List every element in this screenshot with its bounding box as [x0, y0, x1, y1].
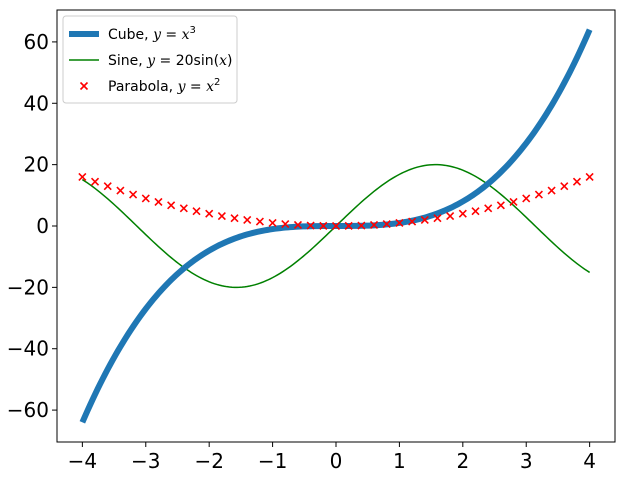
series-layer	[78, 28, 594, 424]
legend-label-sine-prefix: Sine,	[108, 53, 147, 69]
legend-label-cube-prefix: Cube,	[108, 27, 153, 43]
parabola-marker	[230, 214, 239, 223]
parabola-marker	[293, 220, 303, 229]
parabola-marker	[433, 214, 442, 223]
legend-parabola-marker	[79, 81, 89, 91]
legend-label-parabola-var: y	[177, 79, 187, 95]
x-tick-label: 4	[583, 449, 596, 473]
parabola-marker	[281, 219, 290, 229]
y-tick-label: 0	[36, 214, 49, 238]
legend-label-sine-var: y	[146, 53, 156, 69]
legend-label-cube-var: y	[152, 27, 162, 43]
parabola-marker	[205, 209, 214, 218]
parabola-marker	[408, 217, 417, 226]
x-tick-label: −3	[131, 449, 160, 473]
parabola-marker	[129, 190, 138, 199]
parabola-marker	[420, 215, 429, 225]
x-tick-label: 2	[456, 449, 469, 473]
parabola-marker	[522, 194, 531, 203]
legend-label-parabola-prefix: Parabola,	[108, 79, 178, 95]
legend-box	[62, 15, 238, 104]
x-tick-label: −1	[258, 449, 287, 473]
x-axis: −4 −3 −2 −1 0 1 2 3 4	[68, 442, 596, 473]
parabola-marker	[243, 215, 252, 225]
y-tick-label: −40	[7, 337, 49, 361]
legend-swatch-parabola	[79, 81, 89, 91]
parabola-marker	[534, 190, 543, 199]
y-tick-label: −20	[7, 275, 49, 299]
x-tick-label: −4	[68, 449, 97, 473]
parabola-marker	[560, 182, 569, 191]
y-tick-label: −60	[7, 398, 49, 422]
parabola-marker	[547, 186, 556, 195]
legend-label-parabola-eq: =	[185, 79, 206, 95]
parabola-marker	[217, 211, 226, 221]
parabola-marker	[382, 219, 391, 229]
y-axis: −60 −40 −20 0 20 40 60	[7, 30, 57, 422]
x-tick-label: 1	[393, 449, 406, 473]
x-tick-label: −2	[194, 449, 223, 473]
legend-label-parabola: Parabola, y = x2	[108, 77, 220, 95]
parabola-marker	[344, 221, 353, 230]
legend-label-sine-eq: = 20sin(	[155, 53, 219, 69]
parabola-marker	[446, 211, 455, 221]
legend-label-parabola-sup: 2	[214, 77, 220, 88]
legend-label-sine-close: )	[227, 53, 232, 69]
legend-label-cube-base: x	[182, 27, 190, 43]
parabola-marker	[357, 221, 366, 230]
parabola-marker	[154, 197, 163, 207]
parabola-marker	[585, 172, 594, 181]
y-tick-label: 20	[24, 153, 49, 177]
parabola-marker	[141, 194, 150, 203]
parabola-marker	[496, 201, 505, 210]
parabola-marker	[192, 207, 201, 216]
parabola-marker	[103, 182, 112, 191]
parabola-marker	[572, 177, 582, 186]
parabola-marker	[306, 221, 315, 230]
parabola-marker	[458, 209, 467, 218]
parabola-marker	[319, 221, 328, 230]
legend-label-sine-arg: x	[219, 53, 227, 69]
parabola-marker	[78, 172, 87, 181]
y-tick-label: 40	[24, 91, 49, 115]
parabola-marker	[331, 221, 341, 231]
parabola-marker	[369, 220, 379, 229]
parabola-marker	[90, 177, 100, 186]
parabola-marker	[509, 197, 518, 207]
y-tick-label: 60	[24, 30, 49, 54]
parabola-marker	[116, 186, 125, 195]
legend: Cube, y = x3 Sine, y = 20sin(x) Parabola…	[62, 15, 238, 104]
parabola-marker	[268, 218, 277, 227]
legend-label-cube: Cube, y = x3	[108, 25, 196, 43]
parabola-marker	[395, 218, 404, 227]
parabola-marker	[484, 204, 493, 213]
legend-label-parabola-base: x	[206, 79, 214, 95]
legend-label-cube-sup: 3	[190, 25, 196, 36]
parabola-marker	[255, 217, 264, 226]
parabola-marker	[471, 207, 480, 216]
legend-label-cube-eq: =	[161, 27, 182, 43]
parabola-marker	[179, 204, 188, 213]
x-tick-label: 3	[520, 449, 533, 473]
x-tick-label: 0	[330, 449, 343, 473]
legend-label-sine: Sine, y = 20sin(x)	[108, 53, 232, 69]
parabola-marker	[167, 201, 176, 210]
